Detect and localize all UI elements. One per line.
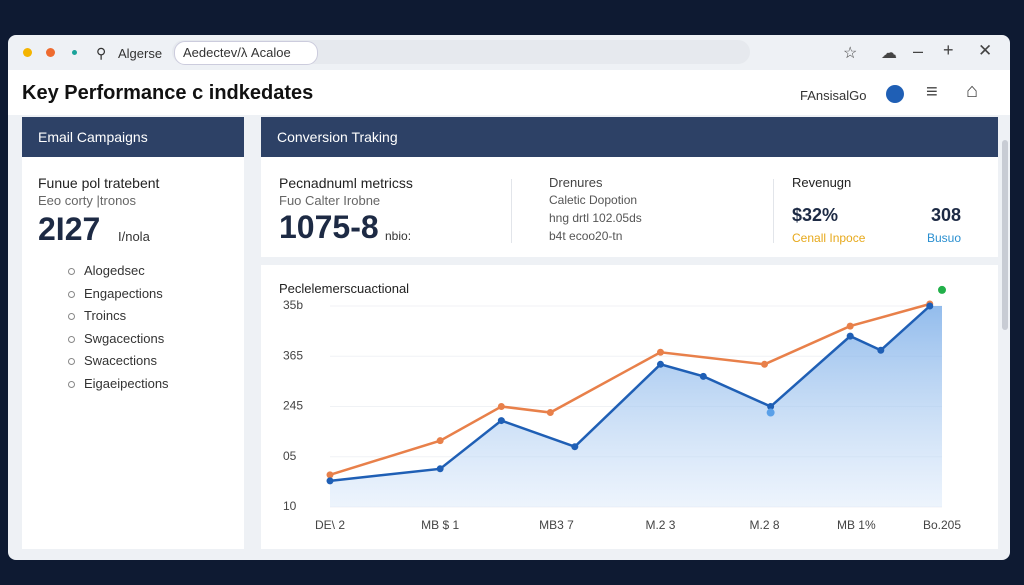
bullet	[68, 358, 75, 365]
tab[interactable]: Algerse	[118, 46, 163, 61]
panel-header: Conversion Traking	[261, 117, 998, 157]
point	[497, 417, 505, 425]
y-tick-label: 245	[283, 399, 303, 413]
metric-caption: Fuo Calter Irobne	[279, 193, 381, 208]
metric-value: 1075-8	[279, 209, 379, 245]
metric-value: $32%	[792, 205, 839, 225]
window-dot[interactable]	[72, 50, 77, 55]
caption: Eeo corty |tronos	[38, 193, 137, 208]
list-item[interactable]: Eigaeipections	[84, 375, 169, 391]
menu-icon[interactable]: ≡	[926, 81, 938, 103]
window-dot[interactable]	[46, 48, 55, 57]
y-tick-label: 365	[283, 348, 303, 362]
bullet	[68, 313, 75, 320]
toolbar-icon[interactable]: ☆	[843, 45, 858, 62]
x-tick-label: Bo.205	[923, 518, 961, 532]
toolbar-icon[interactable]: ☁	[881, 45, 897, 62]
point	[326, 471, 334, 479]
point	[656, 348, 664, 356]
area	[330, 306, 942, 507]
home-icon[interactable]: ⌂	[966, 80, 979, 102]
panel-header: Email Campaigns	[22, 117, 244, 157]
x-tick-label: M.2 3	[645, 518, 675, 532]
bullet	[68, 268, 75, 275]
right-panel: Conversion Traking Pecnadnuml metricss F…	[261, 117, 998, 257]
x-tick-label: MB 1%	[837, 518, 876, 532]
point	[926, 302, 934, 310]
metric-value: 308	[931, 205, 962, 225]
point	[846, 322, 854, 330]
list-item[interactable]: Troincs	[84, 308, 127, 323]
point	[571, 443, 579, 451]
point	[656, 360, 664, 368]
point	[877, 346, 885, 354]
metric-title: Revenugn	[792, 175, 852, 190]
highlight-point	[766, 408, 775, 417]
bullet	[68, 335, 75, 343]
header-bar	[8, 70, 1010, 115]
list-item[interactable]: Swacections	[84, 353, 157, 368]
y-tick-label: 10	[283, 499, 297, 513]
chart-title: Peclelemerscuactional	[279, 281, 410, 296]
x-tick-label: MB3 7	[539, 518, 574, 532]
metric-title: Drenures	[549, 175, 603, 190]
metric-caption: Busuo	[927, 231, 962, 245]
metric-caption: Cenall Inpoce	[792, 231, 866, 245]
point	[761, 360, 769, 368]
y-tick-label: 35b	[283, 298, 303, 312]
metric-line: b4t ecoo20-tn	[549, 229, 623, 243]
list-item[interactable]: Alogedsec	[84, 263, 145, 278]
highlight-point	[938, 285, 946, 294]
metric-line: Caletic Dopotion	[549, 193, 638, 207]
maximize[interactable]: +	[943, 40, 954, 60]
divider	[511, 179, 512, 243]
point	[436, 437, 444, 445]
bullet	[68, 380, 75, 388]
point	[497, 403, 505, 410]
metric-title: Pecnadnuml metricss	[279, 175, 413, 191]
point	[846, 332, 854, 340]
left-panel: Email Campaigns Funue pol tratebent Eeo …	[22, 117, 244, 549]
metric-unit: nbio:	[385, 229, 412, 243]
bullet	[68, 290, 75, 298]
scrollbar[interactable]	[1002, 140, 1008, 330]
page-title: Key Performance c indkedates	[22, 82, 314, 104]
divider	[773, 179, 774, 243]
y-tick-label: 05	[283, 449, 297, 463]
x-tick-label: MB $ 1	[421, 518, 459, 532]
x-tick-label: M.2 8	[750, 518, 780, 532]
line	[329, 305, 931, 483]
point	[767, 403, 775, 410]
avatar[interactable]	[886, 85, 904, 103]
unit: I/nola	[118, 229, 150, 244]
search-field[interactable]: Aedectev/λ Acaloe	[174, 41, 318, 65]
point	[699, 372, 707, 380]
x-tick-label: DE\ 2	[315, 518, 345, 532]
point	[436, 465, 444, 473]
minimize[interactable]: –	[913, 41, 924, 61]
list-item[interactable]: Engapections	[84, 285, 163, 301]
close[interactable]: ✕	[978, 41, 993, 60]
user-name[interactable]: FAnsisalGo	[800, 88, 867, 103]
window-dot[interactable]	[23, 48, 32, 57]
big-value: 2I27	[38, 211, 101, 247]
point	[546, 409, 554, 417]
metric-line: hng drtl 102.05ds	[549, 211, 642, 225]
line	[329, 302, 931, 477]
search-icon[interactable]: ⚲	[96, 45, 107, 61]
point	[326, 477, 334, 485]
list-item[interactable]: Swgacections	[84, 330, 165, 346]
subtitle: Funue pol tratebent	[38, 175, 160, 191]
